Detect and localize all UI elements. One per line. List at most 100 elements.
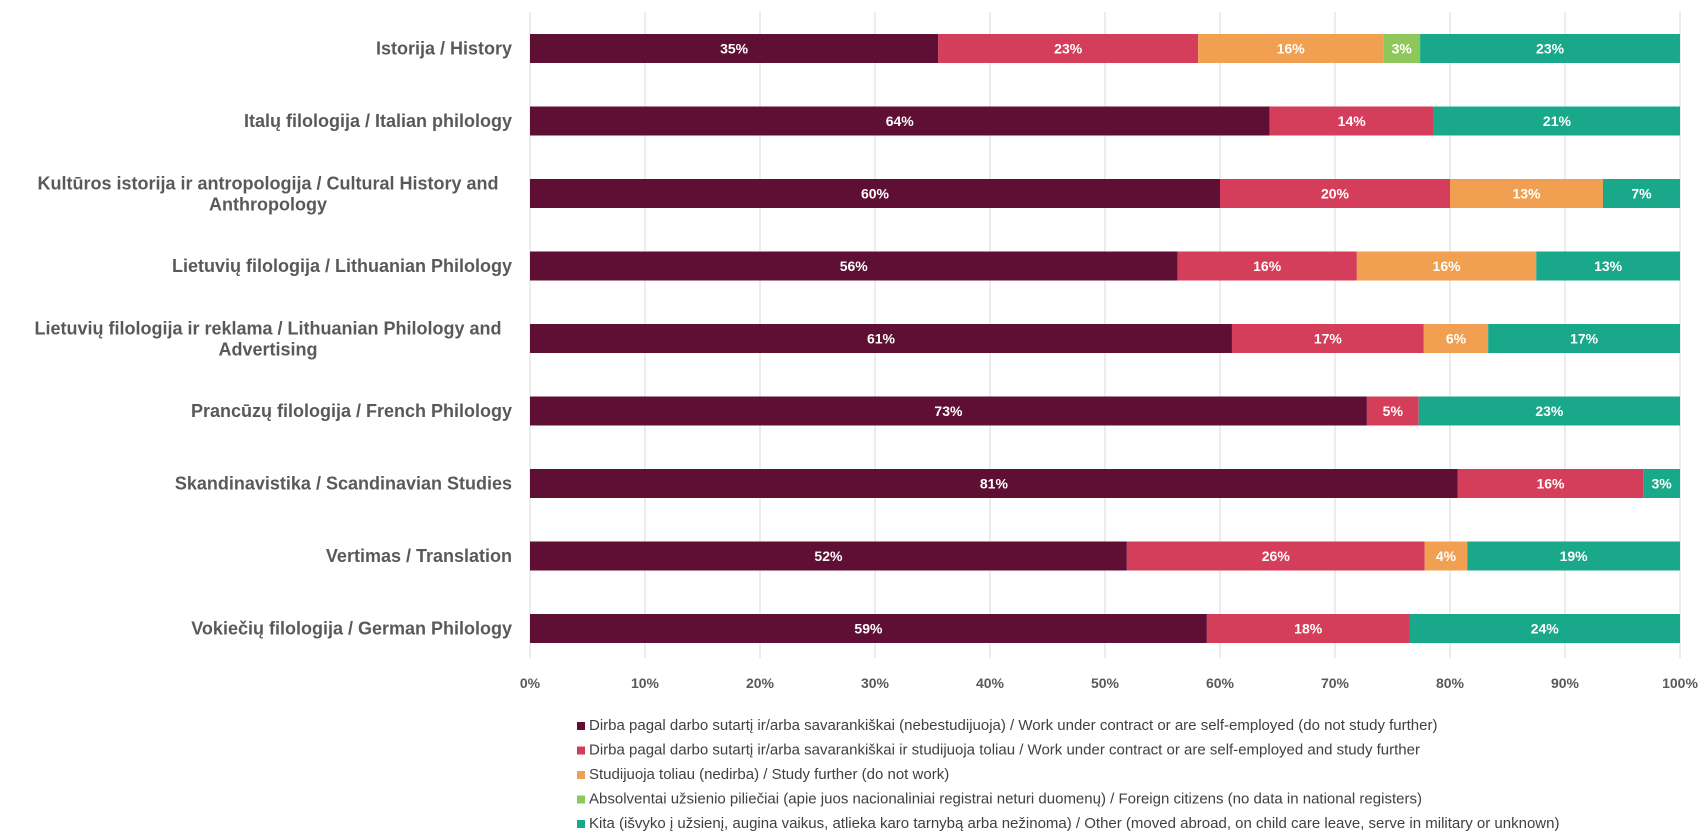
- bar-segment: [1206, 614, 1410, 643]
- category-label: Vertimas / Translation: [326, 546, 512, 566]
- bar-segment: [1467, 541, 1680, 571]
- data-label: 16%: [1277, 41, 1306, 57]
- bar-segment: [1420, 34, 1680, 63]
- bar-segment: [1220, 179, 1450, 208]
- legend-swatch: [577, 820, 585, 828]
- data-label: 35%: [720, 41, 749, 57]
- data-label: 23%: [1536, 41, 1565, 57]
- bar-segment: [1269, 106, 1434, 136]
- bar-segment: [1356, 251, 1537, 281]
- data-label: 3%: [1392, 41, 1413, 57]
- bar-segment: [1536, 251, 1680, 281]
- data-label: 23%: [1535, 403, 1564, 419]
- bar-segment: [1409, 614, 1680, 643]
- bar-layer: 35% 23% 16% 3% 23% 64% 14% 21% 60% 20% 13% 7% 56% 16%…: [530, 34, 1680, 643]
- data-label: 26%: [1262, 548, 1291, 564]
- bar-segment: [530, 106, 1270, 136]
- bar-segment: [1602, 179, 1680, 208]
- x-tick-label: 70%: [1321, 675, 1350, 691]
- category-label: Vokiečių filologija / German Philology: [191, 619, 512, 639]
- data-label: 73%: [934, 403, 963, 419]
- bar-segment: [1418, 396, 1680, 426]
- legend-entry: Dirba pagal darbo sutartį ir/arba savara…: [589, 717, 1437, 734]
- data-label: 23%: [1054, 41, 1083, 57]
- bar-segment: [530, 179, 1220, 208]
- x-tick-label: 50%: [1091, 675, 1120, 691]
- x-tick-label: 20%: [746, 675, 775, 691]
- data-label: 19%: [1560, 548, 1589, 564]
- bar-segment: [1126, 541, 1425, 571]
- data-label: 59%: [854, 621, 883, 637]
- category-label: Lietuvių filologija ir reklama / Lithuan…: [34, 319, 501, 360]
- data-label: 24%: [1531, 621, 1560, 637]
- category-axis: Istorija / History Italų filologija / Ita…: [34, 39, 512, 639]
- data-label: 52%: [814, 548, 843, 564]
- x-tick-label: 0%: [520, 675, 541, 691]
- x-tick-label: 40%: [976, 675, 1005, 691]
- data-label: 18%: [1294, 621, 1323, 637]
- value-axis: 0% 10% 20% 30% 40% 50% 60% 70% 80% 90% 100%: [520, 675, 1699, 691]
- data-label: 3%: [1651, 476, 1672, 492]
- bar-segment: [530, 396, 1367, 426]
- data-label: 16%: [1433, 258, 1462, 274]
- bar-segment: [530, 324, 1232, 353]
- data-label: 60%: [861, 186, 890, 202]
- bar-segment: [938, 34, 1199, 63]
- data-label: 5%: [1383, 403, 1404, 419]
- bar-segment: [1450, 179, 1603, 208]
- bar-segment: [1198, 34, 1384, 63]
- data-label: 4%: [1436, 548, 1457, 564]
- bar-segment: [1366, 396, 1419, 426]
- x-tick-label: 90%: [1551, 675, 1580, 691]
- bar-segment: [530, 34, 939, 63]
- data-label: 56%: [840, 258, 869, 274]
- data-label: 81%: [980, 476, 1009, 492]
- bar-segment: [530, 614, 1207, 643]
- category-label: Prancūzų filologija / French Philology: [191, 401, 512, 421]
- legend-swatch: [577, 746, 585, 755]
- data-label: 13%: [1594, 258, 1623, 274]
- data-label: 61%: [867, 331, 896, 347]
- legend-swatch: [577, 722, 585, 730]
- legend-entry: Kita (išvyko į užsienį, augina vaikus, a…: [589, 815, 1559, 832]
- bar-segment: [530, 541, 1127, 571]
- bar-segment: [1643, 469, 1680, 498]
- data-label: 20%: [1321, 186, 1350, 202]
- bar-segment: [1488, 324, 1680, 353]
- data-label: 16%: [1253, 258, 1282, 274]
- category-label-line: Kultūros istorija ir antropologija / Cul…: [37, 174, 498, 194]
- data-label: 16%: [1536, 476, 1565, 492]
- data-label: 13%: [1512, 186, 1541, 202]
- category-label-line: Anthropology: [209, 195, 327, 215]
- category-label: Istorija / History: [376, 39, 512, 59]
- category-label: Lietuvių filologija / Lithuanian Philolo…: [172, 256, 512, 276]
- data-label: 17%: [1314, 331, 1343, 347]
- legend-entry: Absolventai užsienio piliečiai (apie juo…: [589, 791, 1422, 808]
- x-tick-label: 100%: [1662, 675, 1698, 691]
- x-tick-label: 80%: [1436, 675, 1465, 691]
- bar-segment: [1383, 34, 1421, 63]
- category-label-line: Advertising: [218, 340, 317, 360]
- bar-segment: [1424, 541, 1468, 571]
- legend-swatch: [577, 771, 585, 779]
- data-label: 6%: [1446, 331, 1467, 347]
- x-tick-label: 30%: [861, 675, 890, 691]
- data-label: 7%: [1631, 186, 1652, 202]
- category-label: Kultūros istorija ir antropologija / Cul…: [37, 174, 498, 215]
- legend-entry: Dirba pagal darbo sutartį ir/arba savara…: [589, 742, 1420, 759]
- bar-segment: [1457, 469, 1644, 498]
- data-label: 21%: [1543, 113, 1572, 129]
- legend-swatch: [577, 795, 585, 804]
- bar-segment: [530, 469, 1458, 498]
- category-label: Italų filologija / Italian philology: [244, 111, 512, 131]
- data-label: 14%: [1338, 113, 1367, 129]
- category-label: Skandinavistika / Scandinavian Studies: [175, 474, 512, 494]
- x-tick-label: 60%: [1206, 675, 1235, 691]
- bar-segment: [1433, 106, 1680, 136]
- x-tick-label: 10%: [631, 675, 660, 691]
- category-label-line: Lietuvių filologija ir reklama / Lithuan…: [34, 319, 501, 339]
- data-label: 64%: [886, 113, 915, 129]
- bar-segment: [1177, 251, 1357, 281]
